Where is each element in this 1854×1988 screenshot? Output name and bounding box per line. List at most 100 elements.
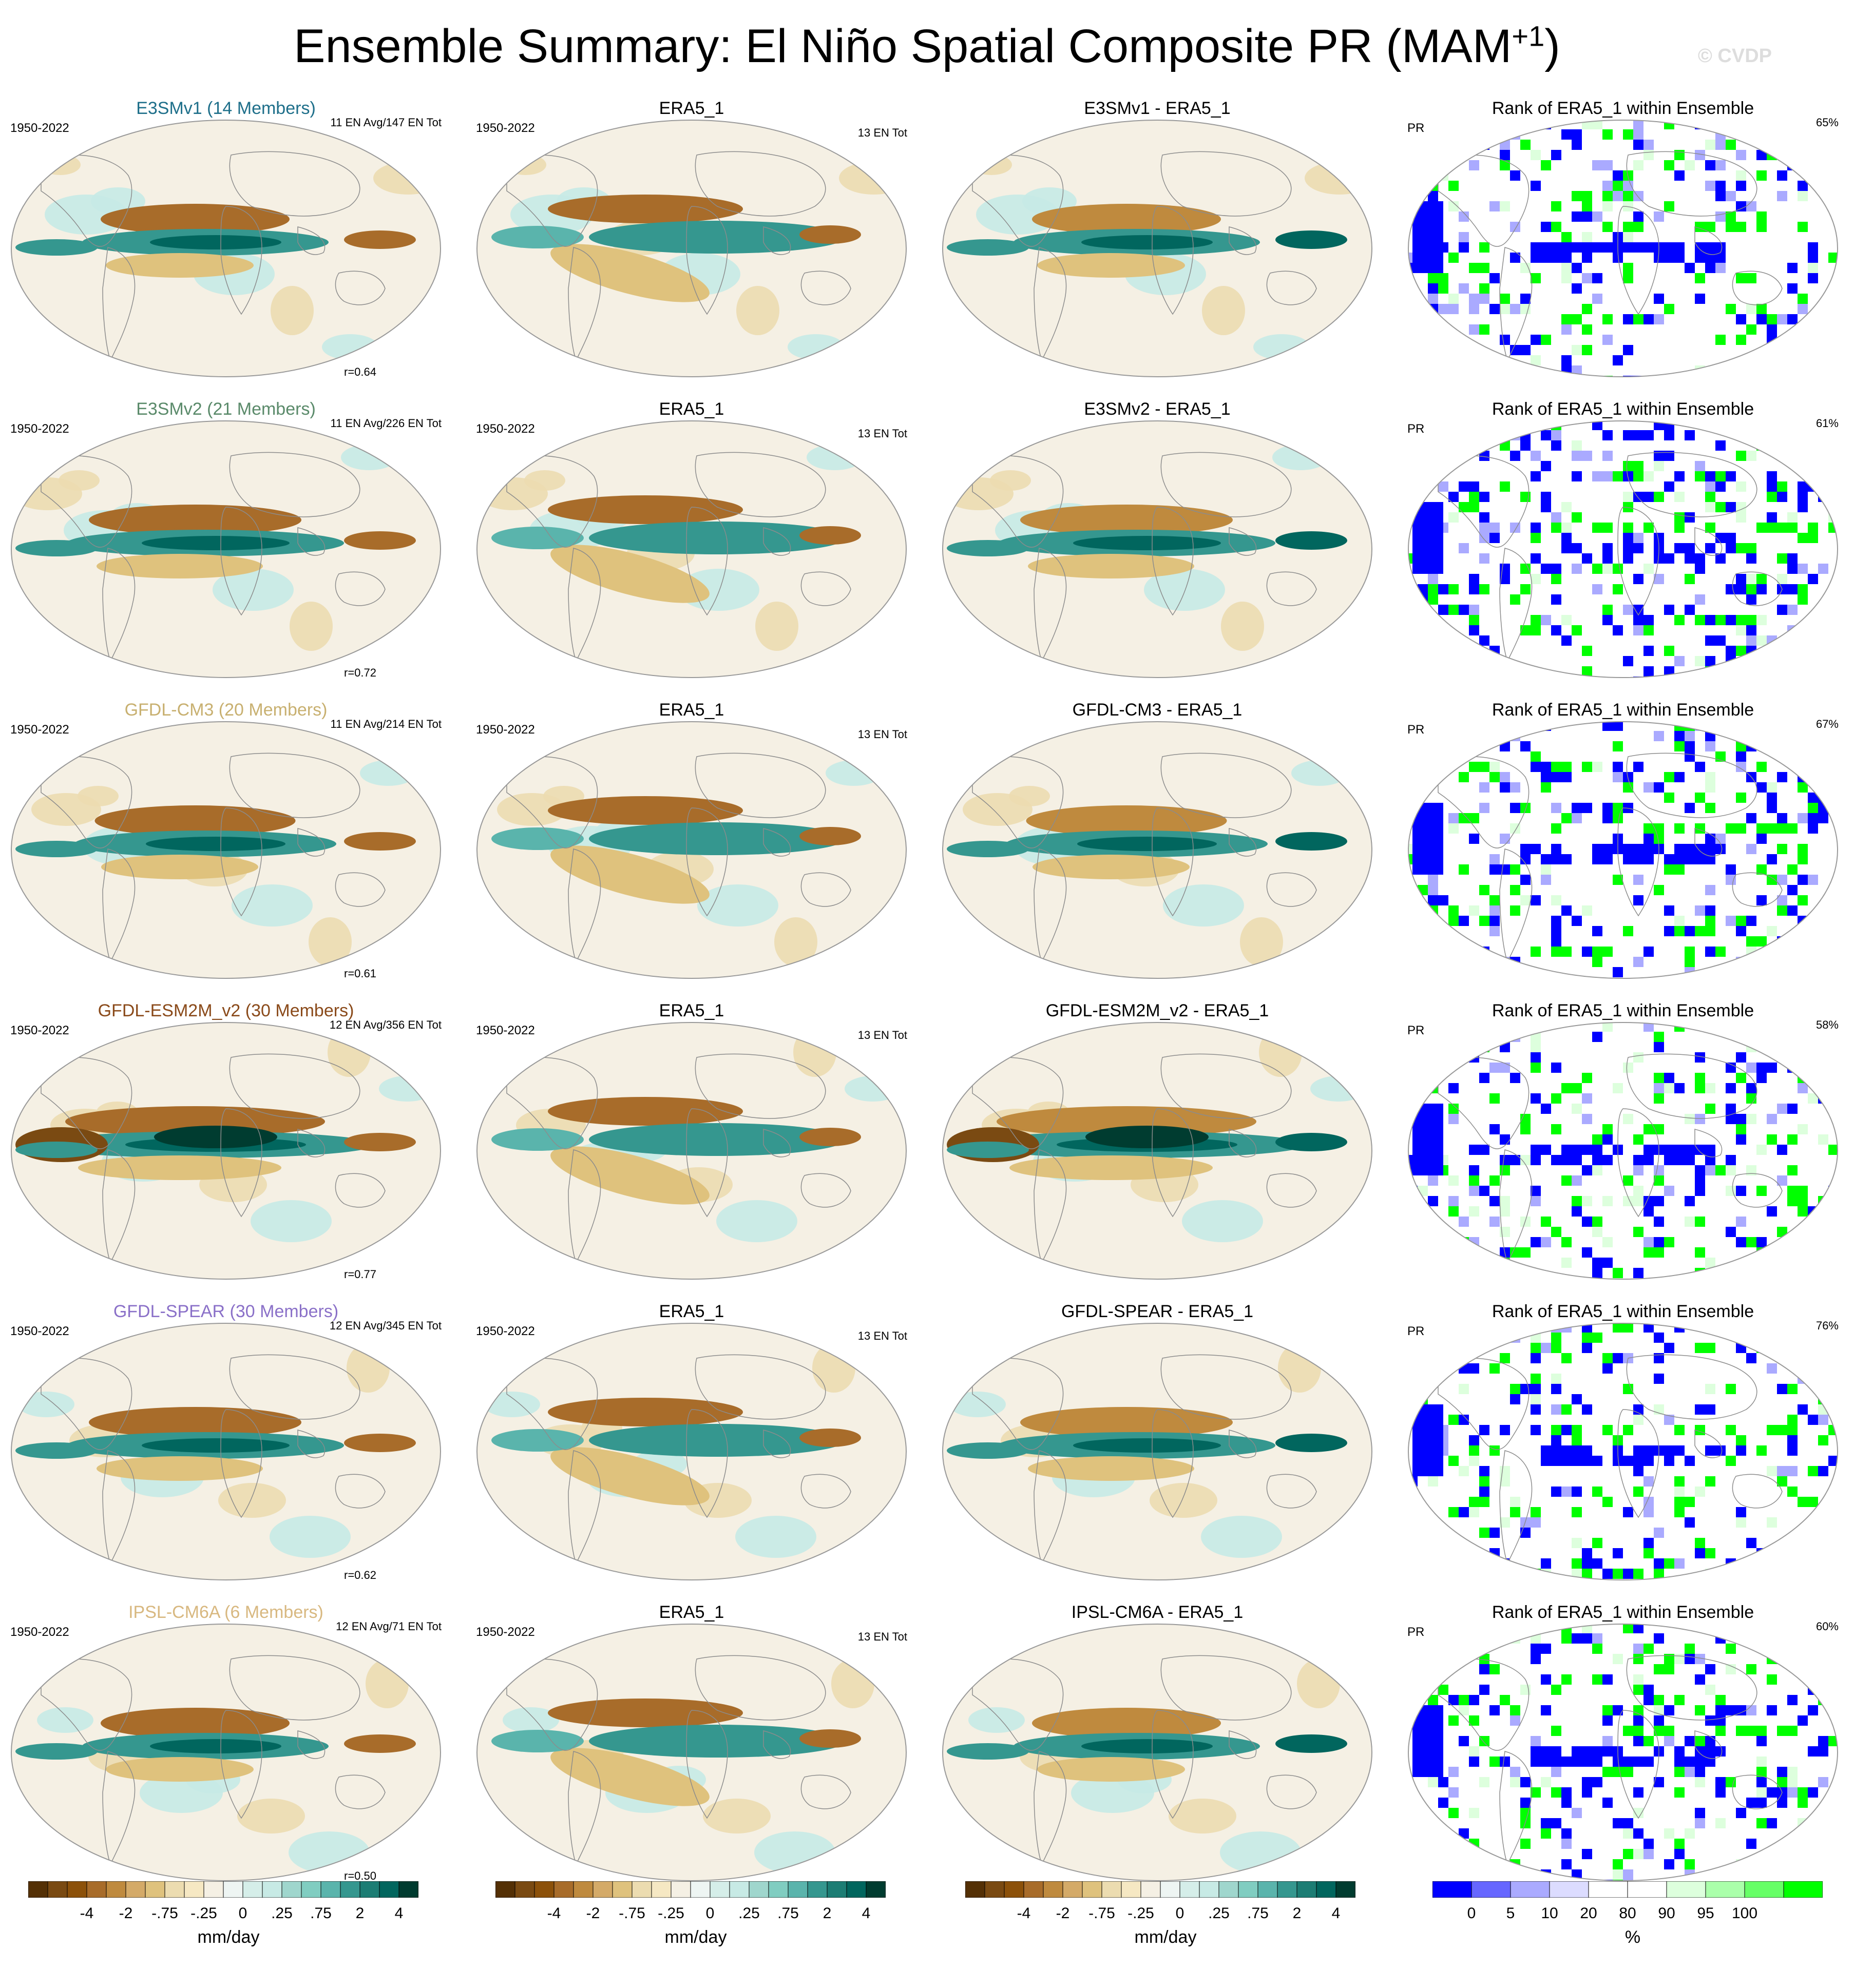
colorbar-swatch	[203, 1881, 224, 1898]
diff-map	[942, 120, 1372, 377]
coastline	[229, 1053, 360, 1119]
coastline	[1266, 571, 1317, 606]
map-border	[476, 420, 907, 678]
colorbar-tick-label: 20	[1580, 1905, 1597, 1922]
rank-map	[1408, 1022, 1838, 1280]
colorbar-swatch	[1783, 1881, 1823, 1898]
diff-map	[942, 1624, 1372, 1881]
coastline	[763, 1430, 791, 1458]
coastline	[102, 247, 136, 361]
coastline	[1617, 1108, 1659, 1218]
colorbar-swatch	[1432, 1881, 1472, 1898]
page-title: Ensemble Summary: El Niño Spatial Compos…	[294, 20, 1560, 72]
rank-panel: Rank of ERA5_1 within Ensemble PR 76%	[1402, 1302, 1844, 1589]
colorbar-tick-label: 0	[1467, 1905, 1476, 1922]
colorbar-swatch	[1043, 1881, 1063, 1898]
colorbar-swatch	[1238, 1881, 1258, 1898]
difference-title: IPSL-CM6A - ERA5_1	[1071, 1603, 1244, 1622]
obs-map	[476, 420, 907, 678]
coastline	[1152, 807, 1194, 917]
colorbar-swatch	[1666, 1881, 1706, 1898]
coastline	[335, 1774, 386, 1809]
coastline	[506, 756, 598, 848]
coastline	[335, 1173, 386, 1208]
coastline	[1732, 1774, 1783, 1809]
coastline	[335, 872, 386, 907]
coastline	[1034, 548, 1067, 662]
coastline	[1438, 1658, 1530, 1751]
correlation-label: r=0.72	[344, 666, 376, 679]
correlation-label: r=0.64	[344, 365, 376, 378]
colorbar-tick-label: -.25	[1127, 1905, 1154, 1922]
map-border	[942, 1624, 1372, 1881]
model-panel: E3SMv2 (21 Members) 1950-2022 11 EN Avg/22…	[5, 399, 447, 687]
coastline	[1152, 1710, 1194, 1819]
coastline	[763, 226, 791, 255]
colorbar-swatch	[827, 1881, 847, 1898]
coastline	[1499, 848, 1533, 963]
period-label: 1950-2022	[476, 1625, 535, 1639]
difference-panel: GFDL-SPEAR - ERA5_1	[936, 1302, 1378, 1589]
model-title: GFDL-CM3 (20 Members)	[124, 700, 328, 720]
colorbar-swatch	[47, 1881, 68, 1898]
colorbar-tick-label: 2	[355, 1905, 365, 1922]
colorbar-tick-label: .25	[738, 1905, 760, 1922]
map-border	[942, 1323, 1372, 1580]
coastline	[686, 206, 728, 315]
colorbar-swatch	[67, 1881, 87, 1898]
difference-title: E3SMv2 - ERA5_1	[1084, 399, 1231, 419]
variable-label: PR	[1407, 121, 1425, 135]
coastline	[220, 807, 262, 917]
obs-panel: ERA5_1 1950-2022 13 EN Tot	[471, 399, 912, 687]
map-border	[942, 120, 1372, 377]
coastline	[220, 1108, 262, 1218]
colorbar-swatch	[534, 1881, 555, 1898]
coastline	[763, 1730, 791, 1759]
model-title: E3SMv1 (14 Members)	[136, 99, 316, 118]
rank-title: Rank of ERA5_1 within Ensemble	[1492, 399, 1754, 419]
coastline	[1626, 151, 1757, 217]
obs-title: ERA5_1	[659, 700, 724, 720]
colorbar-swatch	[846, 1881, 867, 1898]
coastline	[1152, 206, 1194, 315]
map-border	[942, 420, 1372, 678]
colorbar-tick-label: 10	[1541, 1905, 1558, 1922]
obs-map	[476, 1022, 907, 1280]
variable-label: PR	[1407, 1024, 1425, 1037]
coastline	[1499, 1149, 1533, 1264]
model-map	[11, 120, 441, 377]
coastline	[1617, 1409, 1659, 1518]
rank-map	[1408, 721, 1838, 979]
coastline	[1266, 1173, 1317, 1208]
coastline	[297, 527, 326, 556]
coastline	[686, 507, 728, 616]
coastline	[506, 1057, 598, 1149]
colorbar-swatch	[1121, 1881, 1141, 1898]
obs-title: ERA5_1	[659, 1001, 724, 1020]
period-label: 1950-2022	[10, 1625, 69, 1639]
coastline	[220, 507, 262, 616]
coastline	[1229, 1730, 1257, 1759]
colorbar-swatch	[1062, 1881, 1083, 1898]
coastline	[972, 155, 1064, 247]
coastline	[102, 1149, 136, 1264]
colorbar-tick-label: 100	[1731, 1905, 1758, 1922]
coastline	[335, 571, 386, 606]
coastline	[1160, 752, 1292, 818]
colorbar-swatch	[573, 1881, 594, 1898]
coastline	[41, 155, 132, 247]
coastline	[695, 752, 826, 818]
coastline	[800, 1173, 851, 1208]
colorbar-tick-label: -.25	[658, 1905, 684, 1922]
coastline	[972, 1658, 1064, 1751]
coastline	[1229, 226, 1257, 255]
colorbar-swatch	[553, 1881, 574, 1898]
colorbar-tick-label: -.75	[619, 1905, 645, 1922]
colorbar-swatches	[1432, 1881, 1823, 1898]
coastline	[695, 452, 826, 517]
diff-map	[942, 1022, 1372, 1280]
coastline	[229, 1354, 360, 1420]
period-label: 1950-2022	[476, 723, 535, 737]
coastline	[695, 1053, 826, 1119]
colorbar-swatch	[1160, 1881, 1180, 1898]
